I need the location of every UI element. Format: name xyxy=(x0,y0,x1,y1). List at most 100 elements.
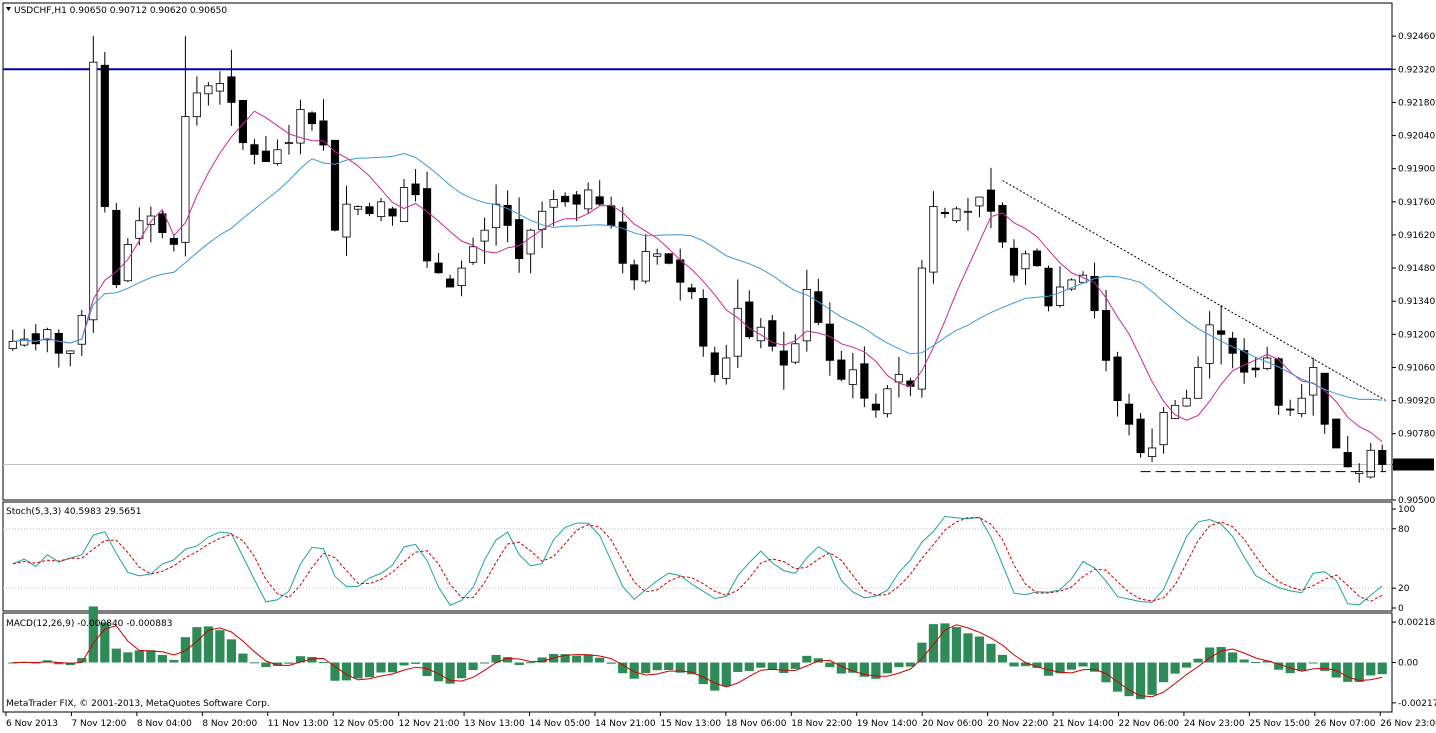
macd-bar xyxy=(560,654,570,663)
candle-body-down xyxy=(227,76,236,103)
stoch-y-tick-label: 80 xyxy=(1398,525,1410,535)
candle-body-down xyxy=(779,350,788,366)
candle-body-up xyxy=(733,307,742,357)
macd-bar xyxy=(1158,662,1169,683)
dropdown-arrow-icon xyxy=(6,7,11,11)
candle-body-up xyxy=(353,206,363,210)
candle xyxy=(641,234,650,284)
candle-body-down xyxy=(1251,367,1260,371)
candle-body-up xyxy=(1309,367,1318,396)
candle-body-up xyxy=(1067,279,1076,290)
candle xyxy=(848,352,857,399)
candle xyxy=(1309,357,1318,416)
candle-body-down xyxy=(1032,250,1042,267)
candle xyxy=(422,171,432,269)
candle-body-down xyxy=(699,297,708,347)
candle xyxy=(457,260,466,297)
current-price-tag xyxy=(1393,458,1434,471)
macd-bar xyxy=(756,662,766,668)
macd-bar xyxy=(710,662,720,691)
candle xyxy=(998,202,1007,249)
macd-bar xyxy=(1193,658,1203,663)
stoch-y-tick-label: 20 xyxy=(1398,584,1410,594)
candle-body-down xyxy=(618,221,627,264)
candle-body-up xyxy=(848,369,857,385)
x-tick-label: 20 Nov 06:00 xyxy=(922,719,983,729)
candle-body-up xyxy=(1171,404,1180,419)
candle-body-down xyxy=(814,291,823,323)
candle-body-up xyxy=(192,92,201,118)
candle-body-down xyxy=(561,195,570,203)
macd-bar xyxy=(226,639,237,663)
candle-body-up xyxy=(342,203,351,238)
candle xyxy=(768,314,777,352)
stoch-d-line xyxy=(12,517,1383,602)
macd-bar xyxy=(134,650,144,663)
candle xyxy=(1032,248,1042,267)
macd-bar xyxy=(572,655,582,663)
candle xyxy=(434,253,443,274)
candle xyxy=(549,189,558,227)
candle-body-up xyxy=(1055,286,1065,306)
macd-bar xyxy=(468,662,478,671)
candle xyxy=(1240,338,1249,384)
candle-body-down xyxy=(1240,350,1249,373)
price-y-tick-label: 0.92180 xyxy=(1398,98,1435,108)
candle xyxy=(31,324,40,351)
macd-bar xyxy=(422,662,432,677)
macd-bar xyxy=(1297,662,1307,671)
price-y-tick-label: 0.91900 xyxy=(1398,165,1435,175)
x-tick-label: 25 Nov 15:00 xyxy=(1249,719,1310,729)
candle-body-down xyxy=(687,287,696,293)
candle-body-up xyxy=(1366,449,1375,478)
candles xyxy=(8,36,1387,483)
candle-body-up xyxy=(181,116,190,243)
macd-bar xyxy=(882,662,892,674)
macd-bar xyxy=(1032,662,1042,668)
footer-copyright: MetaTrader FIX, © 2001-2013, MetaQuotes … xyxy=(6,699,270,709)
candle-body-down xyxy=(940,211,950,215)
candle xyxy=(181,36,190,257)
macd-bar xyxy=(54,662,64,665)
macd-bar xyxy=(272,662,283,666)
candle xyxy=(940,207,950,218)
candle-body-down xyxy=(365,206,374,215)
macd-bar xyxy=(974,636,985,663)
macd-histogram xyxy=(8,606,1387,700)
candle-body-up xyxy=(480,229,489,242)
candle xyxy=(261,136,271,162)
candle xyxy=(584,182,593,214)
candle-body-down xyxy=(503,204,512,226)
candle xyxy=(687,283,696,300)
macd-bar xyxy=(123,652,133,663)
candle xyxy=(722,344,731,385)
candle xyxy=(330,139,340,232)
candle xyxy=(469,237,478,265)
macd-bar xyxy=(836,662,846,674)
candle xyxy=(952,206,961,223)
macd-bar xyxy=(146,650,156,663)
x-tick-label: 14 Nov 21:00 xyxy=(595,719,656,729)
x-tick-label: 13 Nov 13:00 xyxy=(464,719,525,729)
candle-body-up xyxy=(1297,397,1306,415)
candle-body-down xyxy=(825,323,834,361)
candle-body-up xyxy=(952,208,961,222)
macd-bar xyxy=(825,662,835,668)
candle-body-down xyxy=(998,204,1007,243)
stoch-title: Stoch(5,3,3) 40.5983 29.5651 xyxy=(6,507,141,517)
candle-body-up xyxy=(89,61,98,321)
macd-bar xyxy=(871,662,881,679)
candle xyxy=(445,274,455,288)
candle-body-up xyxy=(1194,367,1203,399)
macd-bar xyxy=(1216,647,1226,663)
macd-bar xyxy=(1205,647,1215,663)
candle xyxy=(54,329,63,368)
ma-slow-line xyxy=(12,152,1383,401)
x-tick-label: 14 Nov 05:00 xyxy=(530,719,591,729)
macd-bar xyxy=(479,662,490,664)
candle-body-down xyxy=(388,208,397,217)
macd-bar xyxy=(295,656,306,663)
candle xyxy=(112,202,121,289)
candle-body-down xyxy=(445,278,455,288)
